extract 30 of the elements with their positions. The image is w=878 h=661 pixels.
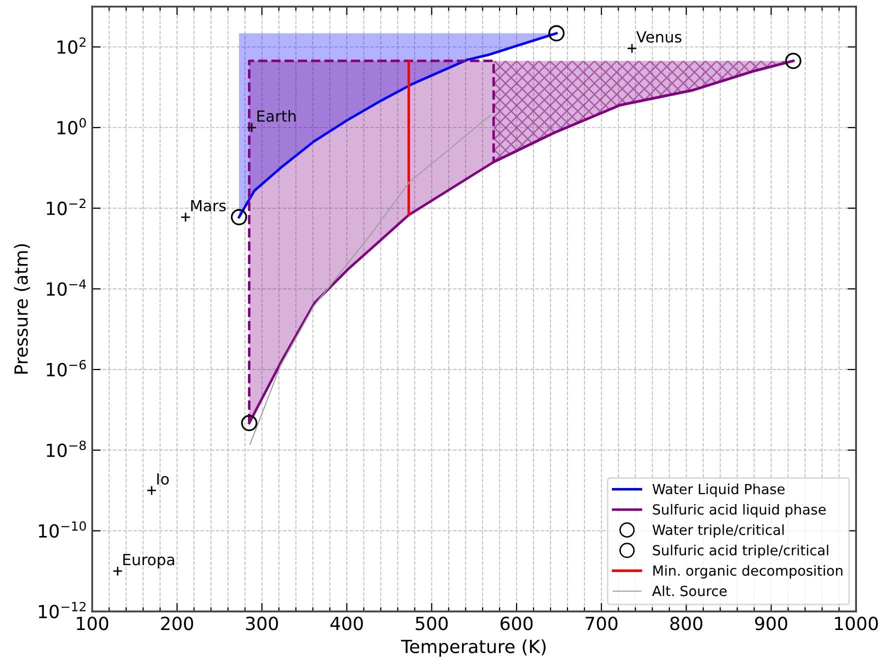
y-tick-label: 10$^{2}$	[58, 37, 86, 54]
y-tick-label: 10$^{−6}$	[46, 360, 86, 376]
x-tick-label: 600	[500, 616, 533, 630]
x-tick-label: 800	[670, 616, 702, 630]
legend-label: Alt. Source	[652, 585, 727, 596]
legend-label: Sulfuric acid triple/critical	[652, 544, 828, 558]
y-axis-title: Pressure (atm)	[14, 244, 30, 374]
x-tick-label: 100	[76, 616, 108, 630]
x-tick-label: 500	[416, 616, 448, 630]
y-tick-label: 10$^{−4}$	[46, 279, 86, 296]
legend-label: Sulfuric acid liquid phase	[652, 504, 826, 518]
y-tick-label: 10$^{−2}$	[46, 198, 86, 216]
x-tick-label: 300	[246, 616, 278, 630]
annotation: Mars	[191, 200, 226, 212]
x-tick-label: 200	[161, 616, 194, 630]
annotation: Earth	[257, 110, 296, 122]
x-tick-label: 400	[330, 616, 363, 630]
legend-label: Water Liquid Phase	[652, 484, 785, 497]
x-tick-label: 900	[755, 616, 788, 630]
annotation: Io	[157, 473, 169, 485]
legend-label: Water triple/critical	[652, 524, 784, 538]
legend-label: Min. organic decomposition	[653, 565, 842, 579]
y-tick-label: 10$^{0}$	[58, 118, 86, 135]
y-tick-label: 10$^{−8}$	[46, 440, 86, 458]
x-axis-title: Temperature (K)	[401, 639, 546, 657]
annotation: Europa	[123, 554, 174, 568]
x-tick-label: 1000	[835, 616, 878, 630]
y-tick-label: 10$^{−10}$	[38, 521, 86, 538]
x-tick-label: 700	[586, 616, 618, 630]
annotation: Venus	[636, 31, 682, 43]
